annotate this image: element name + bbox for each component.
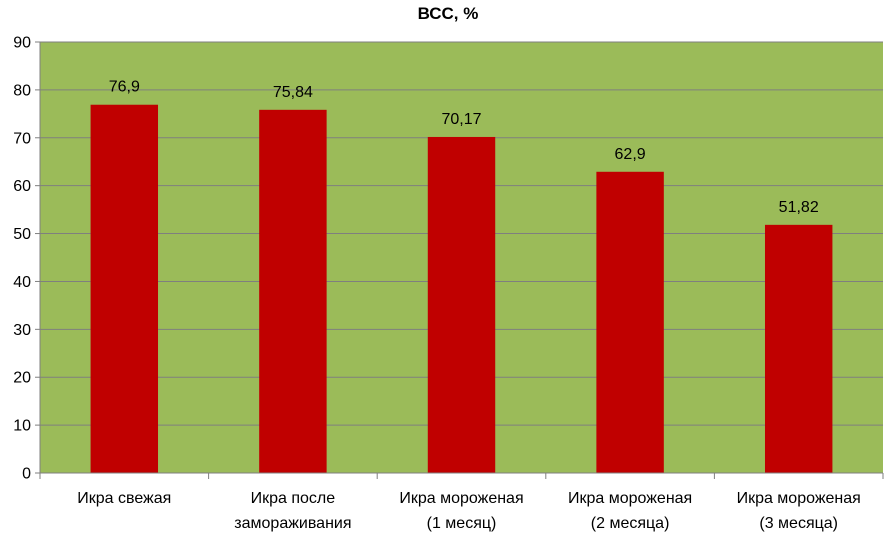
y-tick-label: 50 xyxy=(13,226,31,243)
x-tick-label: (3 месяца) xyxy=(759,515,838,532)
bar xyxy=(764,224,833,473)
bar xyxy=(90,104,159,474)
y-tick-label: 90 xyxy=(13,35,31,52)
y-tick-label: 0 xyxy=(22,466,31,483)
data-label: 70,17 xyxy=(441,111,481,128)
y-tick-label: 40 xyxy=(13,274,31,291)
data-label: 62,9 xyxy=(615,146,646,163)
bars xyxy=(90,104,833,474)
axes: 0 10 20 30 40 50 60 70 80 90 Икра свежая Икра после… xyxy=(13,35,884,532)
x-tick-label: Икра мороженая xyxy=(568,490,692,507)
x-tick-label: Икра свежая xyxy=(77,490,171,507)
y-tick-label: 30 xyxy=(13,322,31,339)
y-tick-label: 20 xyxy=(13,370,31,387)
bar xyxy=(596,171,664,474)
y-tick-label: 70 xyxy=(13,130,31,147)
x-tick-label: Икра мороженая xyxy=(399,490,523,507)
y-tick-label: 10 xyxy=(13,418,31,435)
data-label: 51,82 xyxy=(779,199,819,216)
bar xyxy=(259,109,327,473)
data-label: 75,84 xyxy=(273,84,313,101)
value-labels: 76,9 75,84 70,17 62,9 51,82 xyxy=(109,79,819,216)
bar xyxy=(427,136,496,473)
y-tick-label: 80 xyxy=(13,82,31,99)
x-tick-label: Икра мороженая xyxy=(737,490,861,507)
x-tick-label: замораживания xyxy=(234,515,351,532)
data-label: 76,9 xyxy=(109,79,140,96)
x-tick-label: Икра после xyxy=(251,490,336,507)
x-tick-label: (2 месяца) xyxy=(591,515,670,532)
chart-title: ВСС, % xyxy=(418,4,479,23)
x-tick-label: (1 месяц) xyxy=(427,515,497,532)
y-tick-label: 60 xyxy=(13,178,31,195)
